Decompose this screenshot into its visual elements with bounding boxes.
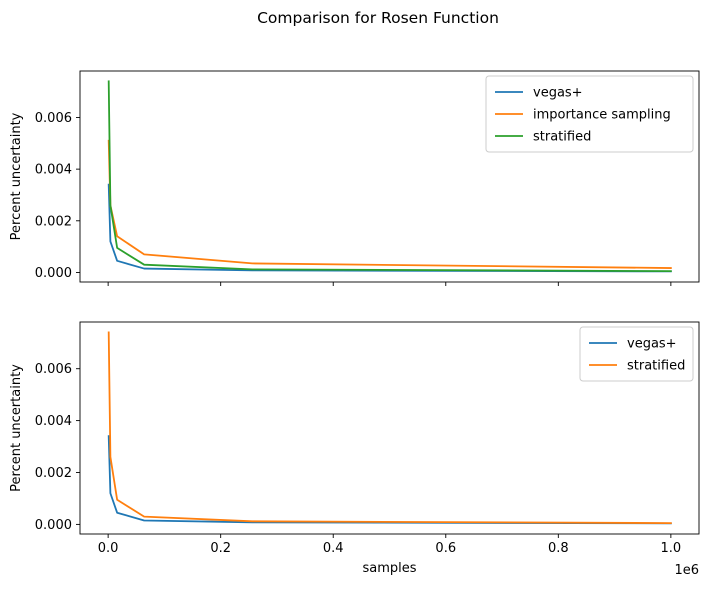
bottom-series-line-vegas <box>107 435 672 525</box>
top-axes-frame <box>79 70 700 283</box>
bottom-y-tick-label: 0.004 <box>35 414 72 429</box>
top-legend-box <box>485 75 694 153</box>
bottom-series-line-stratified <box>107 331 672 525</box>
top-y-tick-label: 0.002 <box>35 214 72 229</box>
bottom-y-tick-label: 0.002 <box>35 466 72 481</box>
top-series-line-importance-sampling <box>107 139 672 269</box>
top-legend-label: importance sampling <box>533 108 671 123</box>
bottom-y-tick-label: 0.000 <box>35 518 72 533</box>
top-series-line-stratified <box>107 80 672 273</box>
top-y-tick-label: 0.004 <box>35 163 72 178</box>
bottom-x-tick-label: 0.2 <box>210 541 231 556</box>
top-legend-label: vegas+ <box>533 86 583 101</box>
top-legend: vegas+ importance sampling stratified <box>485 75 694 153</box>
bottom-legend-label: vegas+ <box>627 337 677 352</box>
bottom-x-tick-label: 0.0 <box>98 541 119 556</box>
top-series-line-vegas <box>107 183 672 273</box>
bottom-legend: vegas+ stratified <box>579 326 694 382</box>
bottom-legend-label: stratified <box>627 359 685 374</box>
bottom-x-axis-label: samples <box>362 561 416 576</box>
bottom-x-tick-label: 0.8 <box>548 541 569 556</box>
figure-title: Comparison for Rosen Function <box>257 9 499 27</box>
bottom-y-axis-label: Percent uncertainty <box>9 364 24 492</box>
top-y-tick-label: 0.000 <box>35 266 72 281</box>
bottom-x-tick-label: 0.6 <box>435 541 456 556</box>
bottom-x-tick-label: 0.4 <box>323 541 344 556</box>
top-y-tick-label: 0.006 <box>35 111 72 126</box>
bottom-x-tick-label: 1.0 <box>661 541 682 556</box>
top-panel: 0.000 0.002 0.004 0.006 Percent uncertainty v… <box>9 70 700 286</box>
bottom-x-offset-label: 1e6 <box>674 563 699 578</box>
bottom-y-tick-label: 0.006 <box>35 362 72 377</box>
bottom-legend-box <box>579 326 694 382</box>
bottom-axes-frame <box>79 321 700 535</box>
bottom-panel: 0.0 0.2 0.4 0.6 0.8 1.0 0.000 0.002 0.004 0.006 Pe… <box>9 321 700 578</box>
top-y-axis-label: Percent uncertainty <box>9 112 24 240</box>
top-legend-label: stratified <box>533 130 591 145</box>
